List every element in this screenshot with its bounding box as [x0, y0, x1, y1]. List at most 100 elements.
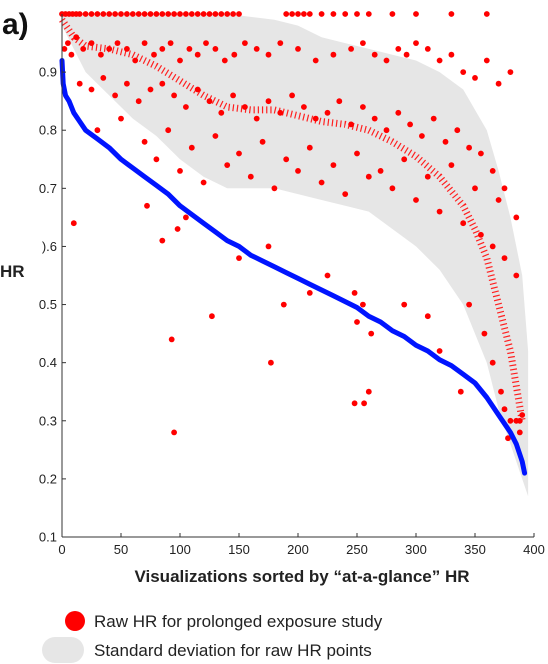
raw-hr-point	[177, 11, 183, 17]
raw-hr-point	[360, 301, 366, 308]
raw-hr-point	[151, 51, 157, 58]
raw-hr-point	[336, 98, 343, 105]
raw-hr-point	[80, 46, 87, 52]
raw-hr-point	[354, 319, 360, 325]
raw-hr-point	[153, 11, 160, 17]
raw-hr-point	[472, 185, 478, 192]
raw-hr-point	[448, 51, 455, 58]
raw-hr-point	[112, 11, 118, 17]
raw-hr-point	[212, 11, 219, 17]
raw-hr-point	[118, 115, 124, 122]
raw-hr-point	[442, 138, 449, 145]
raw-hr-point	[124, 11, 130, 17]
raw-hr-point	[436, 348, 443, 354]
x-tick-label: 0	[58, 542, 65, 557]
raw-hr-point	[174, 226, 181, 232]
raw-hr-point	[206, 98, 213, 105]
raw-hr-point	[177, 57, 183, 64]
raw-hr-point	[330, 162, 337, 169]
raw-hr-point	[200, 11, 207, 17]
raw-hr-point	[94, 11, 101, 17]
raw-hr-point	[200, 179, 207, 186]
raw-hr-point	[88, 11, 95, 17]
raw-hr-point	[401, 301, 408, 308]
raw-hr-point	[159, 46, 166, 52]
x-tick-label: 150	[228, 542, 250, 557]
raw-hr-point	[277, 109, 284, 116]
raw-hr-point	[295, 168, 301, 174]
raw-hr-point	[171, 11, 178, 17]
y-tick-label: ).6	[42, 239, 57, 254]
raw-hr-point	[206, 11, 213, 17]
raw-hr-point	[224, 11, 231, 17]
raw-hr-point	[65, 40, 71, 46]
raw-hr-point	[218, 11, 225, 17]
raw-hr-point	[242, 40, 248, 46]
raw-hr-point	[342, 191, 349, 198]
x-tick-label: 400	[523, 542, 545, 557]
raw-hr-point	[112, 92, 118, 99]
raw-hr-point	[383, 127, 390, 134]
x-tick-label: 200	[287, 542, 309, 557]
raw-hr-point	[98, 51, 104, 58]
raw-hr-point	[330, 51, 337, 58]
raw-hr-point	[383, 57, 390, 64]
raw-hr-point	[424, 46, 431, 52]
legend: Raw HR for prolonged exposure study Stan…	[42, 611, 383, 663]
raw-hr-point	[268, 359, 274, 366]
y-tick-label: 0.2	[39, 471, 57, 486]
raw-hr-point	[168, 336, 175, 343]
raw-hr-point	[165, 11, 172, 17]
raw-hr-point	[306, 290, 313, 296]
raw-hr-point	[230, 11, 237, 17]
raw-hr-point	[295, 46, 301, 52]
raw-hr-point	[100, 75, 107, 81]
raw-hr-point	[141, 40, 148, 46]
raw-hr-point	[419, 133, 425, 139]
raw-hr-point	[209, 313, 215, 320]
raw-hr-point	[280, 301, 287, 308]
panel-label: a)	[2, 8, 29, 41]
x-tick-label: 50	[114, 542, 128, 557]
raw-hr-point	[516, 417, 523, 424]
raw-hr-point	[141, 11, 148, 17]
y-tick-label: 0.7	[39, 181, 57, 196]
raw-hr-point	[507, 69, 514, 75]
x-axis-title: Visualizations sorted by “at-a-glance” H…	[134, 567, 469, 586]
sd-band-layer	[62, 14, 529, 497]
raw-hr-point	[495, 197, 502, 203]
raw-hr-point	[501, 185, 508, 192]
raw-hr-point	[513, 272, 520, 279]
x-tick-label: 250	[346, 542, 368, 557]
raw-hr-point	[94, 127, 101, 134]
raw-hr-point	[135, 98, 142, 105]
raw-hr-point	[330, 11, 337, 17]
raw-hr-point	[265, 243, 272, 250]
raw-hr-point	[354, 11, 360, 17]
raw-hr-point	[371, 115, 378, 122]
raw-hr-point	[73, 34, 80, 41]
raw-hr-point	[395, 46, 402, 52]
raw-hr-point	[312, 57, 319, 64]
raw-hr-point	[424, 313, 431, 320]
raw-hr-point	[365, 388, 372, 395]
raw-hr-point	[259, 138, 266, 145]
raw-hr-point	[177, 168, 183, 174]
raw-hr-point	[271, 185, 278, 192]
raw-hr-point	[401, 156, 408, 163]
raw-hr-point	[68, 51, 75, 58]
y-axis-title: HR	[0, 262, 25, 281]
glance-line-layer	[59, 58, 528, 476]
raw-hr-point	[194, 86, 201, 93]
x-tick-label: 300	[405, 542, 427, 557]
raw-hr-point	[501, 255, 508, 261]
raw-hr-point	[371, 51, 378, 58]
raw-hr-point	[483, 57, 490, 64]
raw-hr-point	[224, 162, 231, 169]
raw-hr-point	[478, 231, 484, 238]
raw-hr-point	[489, 359, 496, 366]
legend-raw-marker	[65, 611, 85, 631]
raw-hr-point	[413, 11, 419, 17]
raw-hr-point	[342, 11, 349, 17]
raw-hr-point	[76, 80, 83, 87]
